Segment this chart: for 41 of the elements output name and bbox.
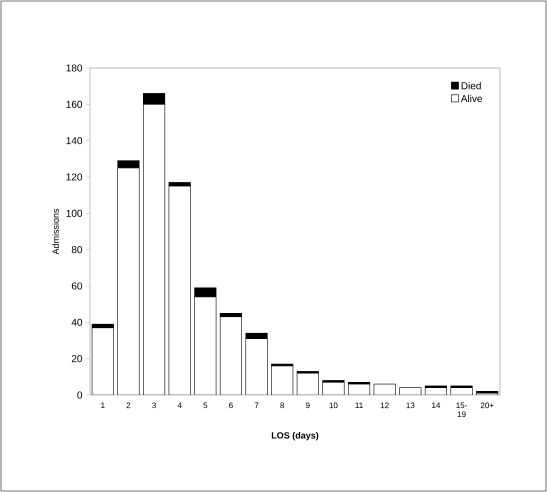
x-tick-label: 9 [306,402,310,408]
y-tick-label: 160 [66,100,82,108]
y-tick-label: 180 [66,64,82,72]
y-tick-label: 80 [72,246,82,254]
y-tick-label: 140 [66,137,82,144]
y-tick-label: 120 [66,173,82,181]
x-tick-label: 6 [229,402,233,408]
y-axis-title: Admissions [52,208,59,254]
bar [374,384,396,395]
x-tick-label: 7 [254,402,258,408]
x-tick-label: 1 [101,402,105,408]
bar [220,316,242,395]
bar [322,382,344,395]
y-tick-label: 60 [72,282,82,290]
y-tick-label: 20 [72,355,82,362]
legend-label: Alive [460,94,482,102]
y-tick-label: 0 [77,391,82,399]
x-tick-label: 14 [432,402,440,408]
x-tick-label: 15-19 [456,402,467,418]
x-axis-title: LOS (days) [272,432,318,440]
x-tick-label: 3 [152,402,156,408]
bar [168,186,191,395]
bar [296,372,319,395]
x-tick-label: 20+ [480,402,494,408]
bar [92,327,114,395]
x-tick-label: 11 [356,402,363,408]
bar [271,366,294,395]
y-tick-label: 100 [66,210,82,217]
x-tick-label: 12 [380,402,389,408]
x-tick-label: 5 [203,402,208,408]
legend-label: Died [462,82,481,90]
bar [424,387,447,395]
x-tick-label: 10 [330,402,338,408]
x-tick-label: 13 [406,402,414,408]
y-tick-label: 40 [72,318,82,326]
x-tick-label: 2 [126,402,130,408]
bar [450,387,473,395]
x-tick-label: 8 [280,402,284,408]
bar [348,384,370,395]
bar [399,387,422,395]
x-tick-label: 4 [178,402,182,408]
